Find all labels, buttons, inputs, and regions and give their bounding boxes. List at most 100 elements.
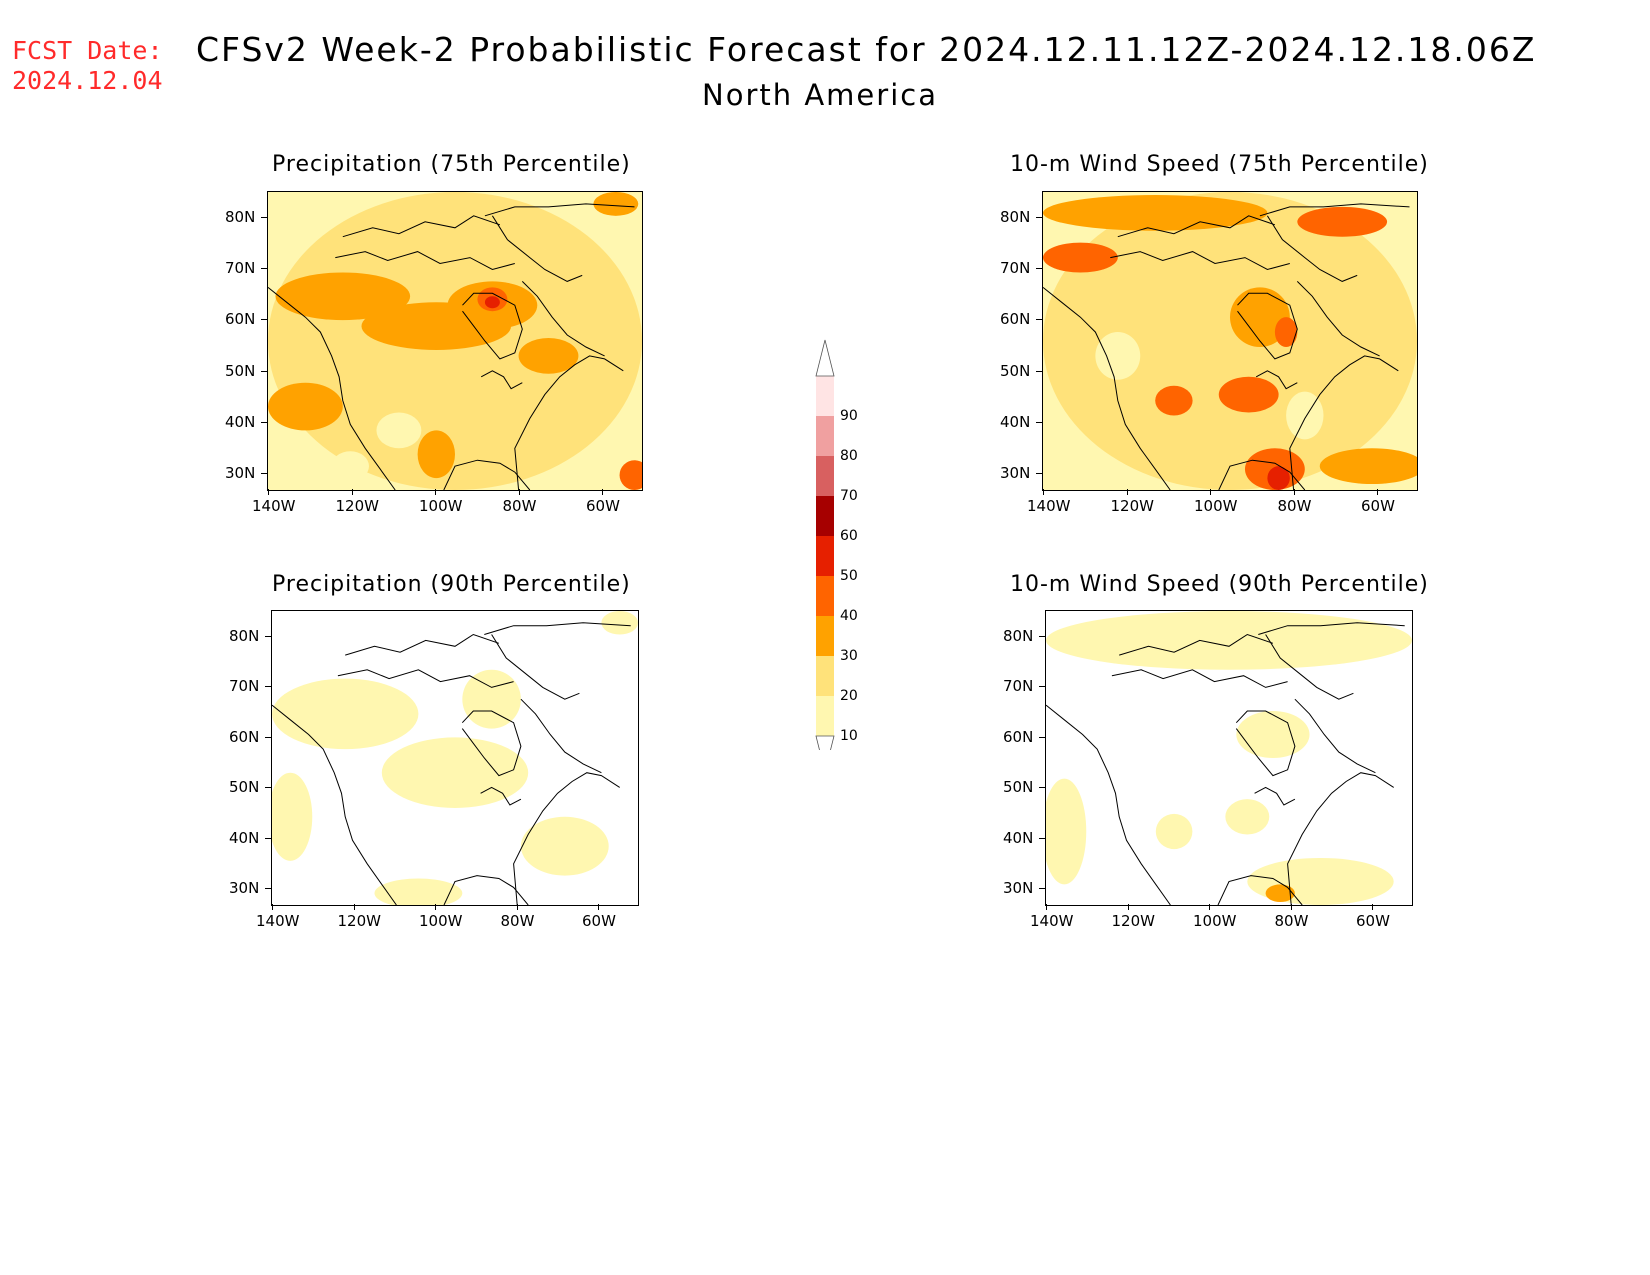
latitude-label: 60N xyxy=(1003,727,1034,746)
colorbar-swatch xyxy=(816,376,834,416)
latitude-label: 70N xyxy=(229,677,260,696)
coastline xyxy=(520,698,602,774)
longitude-label: 100W xyxy=(419,497,463,515)
coastline xyxy=(484,203,635,217)
colorbar-level-label: 50 xyxy=(840,568,858,584)
coastline xyxy=(345,633,500,656)
longitude-label: 60W xyxy=(1361,497,1395,515)
colorbar-swatch xyxy=(816,616,834,656)
forecast-date: FCST Date: 2024.12.04 xyxy=(12,36,163,96)
longitude-tick xyxy=(353,904,355,910)
longitude-tick xyxy=(518,489,520,495)
longitude-tick xyxy=(598,904,599,910)
longitude-tick xyxy=(1046,904,1047,910)
latitude-tick xyxy=(1039,888,1045,889)
latitude-label: 80N xyxy=(1000,208,1031,226)
colorbar-level-label: 80 xyxy=(840,448,858,464)
probability-shading xyxy=(593,192,639,216)
colorbar-swatch xyxy=(816,696,834,736)
coastline xyxy=(1254,786,1296,806)
map-wind-75th xyxy=(1042,191,1418,491)
longitude-label: 100W xyxy=(1194,497,1238,515)
coastline xyxy=(1258,622,1405,635)
coastline xyxy=(462,292,523,360)
longitude-tick xyxy=(602,489,603,495)
probability-shading xyxy=(1274,317,1298,347)
latitude-tick xyxy=(265,837,271,839)
longitude-tick xyxy=(351,489,353,495)
latitude-tick xyxy=(1039,636,1045,637)
probability-shading xyxy=(1267,466,1290,490)
latitude-tick xyxy=(1039,837,1045,839)
latitude-tick xyxy=(265,736,271,738)
colorbar xyxy=(815,339,835,750)
longitude-tick xyxy=(435,489,436,495)
colorbar-swatch xyxy=(816,456,834,496)
probability-shading xyxy=(619,460,642,490)
longitude-tick xyxy=(1372,904,1373,910)
colorbar-swatch xyxy=(816,416,834,456)
longitude-label: 140W xyxy=(1030,912,1074,930)
coastline xyxy=(1289,355,1399,490)
coastline xyxy=(480,370,523,390)
latitude-label: 50N xyxy=(1000,361,1031,380)
probability-shading xyxy=(1230,287,1290,347)
coastline xyxy=(491,634,580,700)
probability-shading xyxy=(272,678,419,750)
probability-shading xyxy=(1286,391,1324,440)
colorbar-swatch xyxy=(816,576,834,616)
latitude-tick xyxy=(261,268,267,270)
latitude-label: 70N xyxy=(225,259,256,278)
longitude-label: 140W xyxy=(252,497,296,515)
longitude-tick xyxy=(1043,489,1044,495)
longitude-label: 60W xyxy=(586,497,620,515)
latitude-label: 30N xyxy=(1003,879,1034,897)
longitude-label: 140W xyxy=(256,912,300,930)
latitude-label: 80N xyxy=(1003,627,1034,645)
latitude-label: 30N xyxy=(229,879,260,897)
probability-shading xyxy=(376,412,422,449)
latitude-tick xyxy=(261,421,267,423)
coastline xyxy=(1119,633,1274,656)
latitude-tick xyxy=(1039,686,1045,688)
colorbar-bottom-arrow xyxy=(815,735,835,750)
probability-shading xyxy=(1218,376,1279,413)
longitude-label: 140W xyxy=(1027,497,1071,515)
coastline xyxy=(1046,704,1171,905)
colorbar-level-label: 20 xyxy=(840,688,858,704)
probability-shading xyxy=(1297,206,1388,237)
probability-shading xyxy=(272,772,313,861)
probability-shading xyxy=(268,382,343,431)
panel-title-wind75: 10-m Wind Speed (75th Percentile) xyxy=(1010,152,1429,177)
latitude-tick xyxy=(1036,217,1042,218)
coastline xyxy=(513,772,620,905)
coastline xyxy=(272,704,397,905)
latitude-label: 60N xyxy=(229,727,260,746)
colorbar-level-label: 40 xyxy=(840,608,858,624)
page-title: CFSv2 Week-2 Probabilistic Forecast for … xyxy=(196,30,1537,69)
colorbar-level-label: 30 xyxy=(840,648,858,664)
latitude-tick xyxy=(261,370,267,372)
longitude-tick xyxy=(1290,904,1292,910)
latitude-tick xyxy=(1036,268,1042,270)
colorbar-swatch xyxy=(816,536,834,576)
probability-shading xyxy=(275,272,411,321)
probability-shading xyxy=(381,737,529,808)
longitude-label: 60W xyxy=(1356,912,1390,930)
map-canvas xyxy=(1046,611,1412,905)
latitude-label: 70N xyxy=(1003,677,1034,696)
forecast-date-value: 2024.12.04 xyxy=(12,66,163,95)
longitude-label: 80W xyxy=(1277,497,1312,515)
longitude-label: 120W xyxy=(1110,497,1154,515)
longitude-label: 80W xyxy=(1274,912,1309,930)
longitude-label: 120W xyxy=(335,497,379,515)
latitude-tick xyxy=(261,319,267,321)
coastline xyxy=(335,251,515,271)
map-wind-90th xyxy=(1045,610,1413,906)
panel-title-precip90: Precipitation (90th Percentile) xyxy=(272,572,631,597)
latitude-tick xyxy=(1036,421,1042,423)
map-canvas xyxy=(1043,192,1417,490)
coastline xyxy=(1255,370,1298,390)
longitude-label: 100W xyxy=(419,912,463,930)
latitude-tick xyxy=(261,217,267,218)
